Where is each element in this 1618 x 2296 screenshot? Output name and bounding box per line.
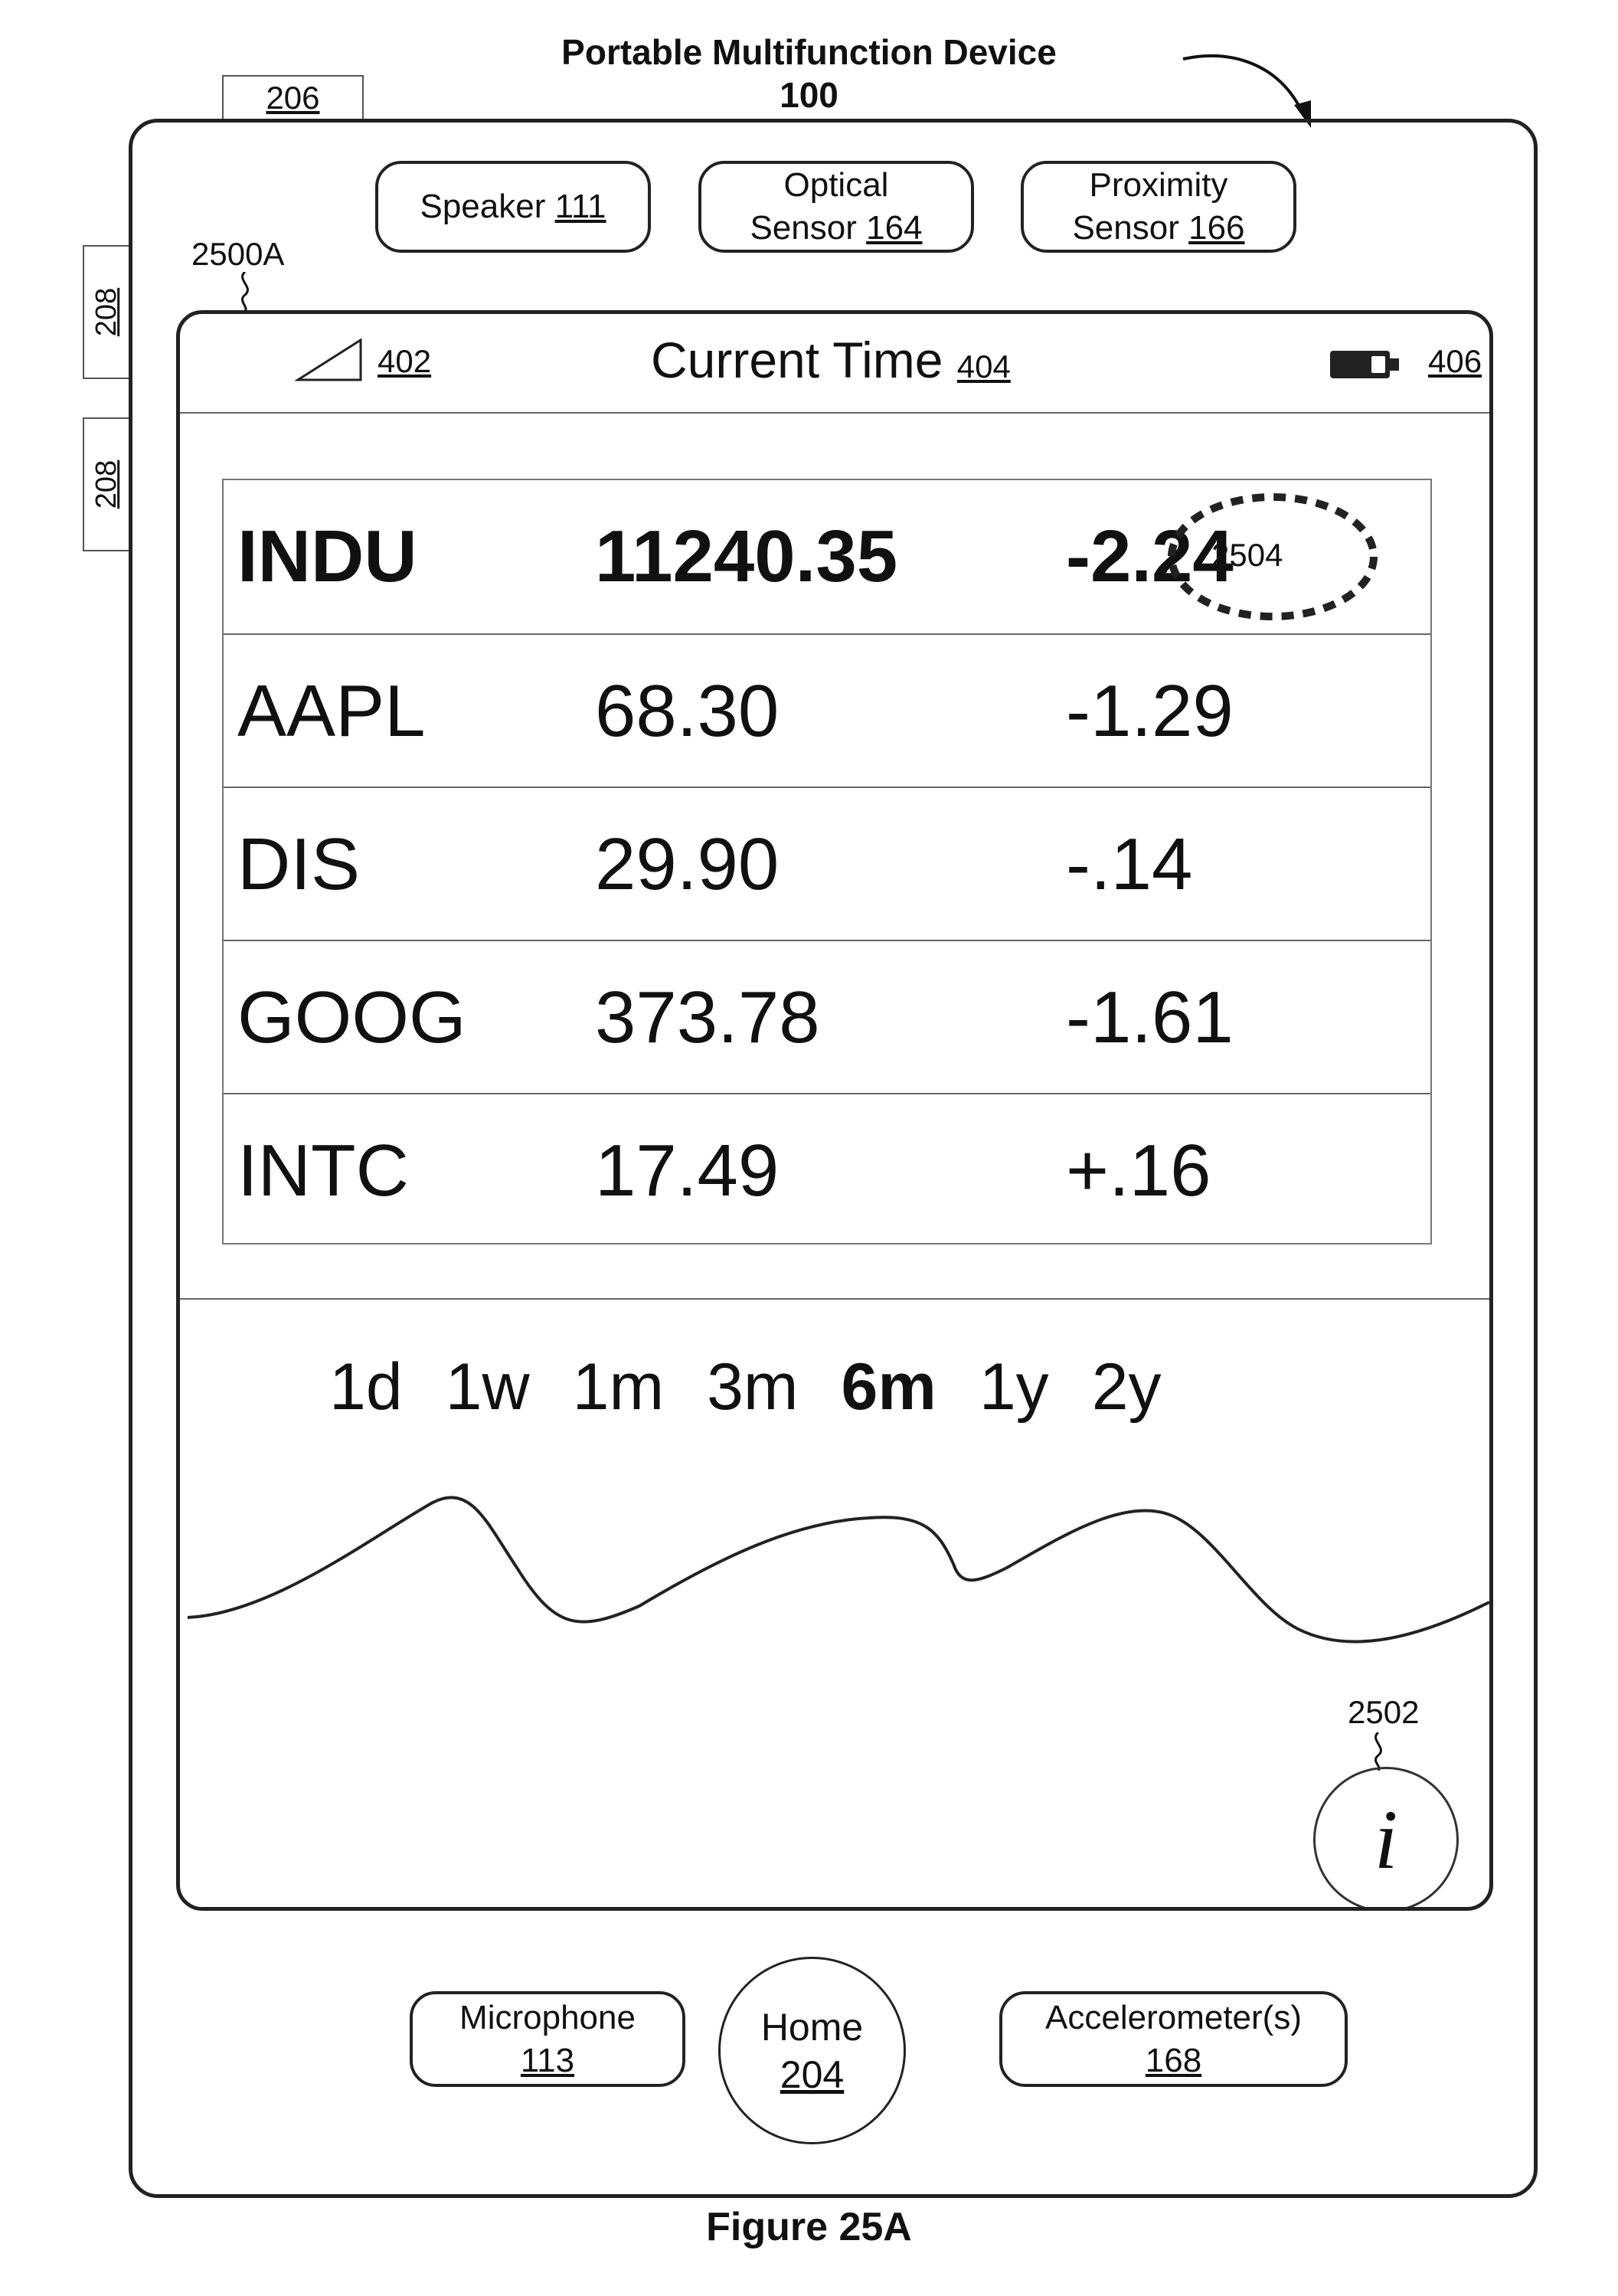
info-button[interactable]: i xyxy=(1313,1767,1459,1911)
signal-strength-icon xyxy=(295,337,364,383)
home-label: Home xyxy=(721,2003,904,2051)
accelerometer-pill: Accelerometer(s) 168 xyxy=(999,1991,1348,2087)
optical-sensor-ref: 164 xyxy=(866,209,922,247)
battery-ref: 406 xyxy=(1428,343,1482,380)
stock-price: 373.78 xyxy=(595,941,820,1094)
top-button-206: 206 xyxy=(222,75,364,121)
speaker-label-line: Speaker 111 xyxy=(378,185,648,228)
speaker-pill: Speaker 111 xyxy=(375,161,651,253)
range-1m[interactable]: 1m xyxy=(573,1350,664,1424)
figure-caption: Figure 25A xyxy=(0,2206,1618,2249)
stock-symbol: INDU xyxy=(237,480,417,633)
speaker-label: Speaker xyxy=(420,188,545,225)
current-time-ref: 404 xyxy=(957,348,1011,384)
screen-ref-label: 2500A xyxy=(191,236,284,273)
current-time: Current Time 404 xyxy=(651,331,1011,389)
chart-area: 1d 1w 1m 3m 6m 1y 2y 2502 i xyxy=(180,1298,1489,1911)
top-button-ref: 206 xyxy=(266,80,319,116)
microphone-pill: Microphone 113 xyxy=(410,1991,685,2087)
proximity-sensor-pill: Proximity Sensor 166 xyxy=(1021,161,1296,253)
status-bar: 402 Current Time 404 406 xyxy=(180,314,1489,414)
table-row[interactable]: AAPL 68.30 -1.29 xyxy=(224,633,1430,787)
battery-icon xyxy=(1329,346,1401,383)
side-button-ref: 208 xyxy=(91,288,124,336)
squiggle-icon xyxy=(234,272,257,312)
proximity-sensor-line2: Sensor 166 xyxy=(1024,207,1293,250)
optical-sensor-line2: Sensor 164 xyxy=(701,207,971,250)
info-icon: i xyxy=(1374,1791,1398,1889)
stock-symbol: DIS xyxy=(237,788,360,941)
proximity-sensor-label: Sensor xyxy=(1072,209,1178,247)
stock-price: 68.30 xyxy=(595,635,779,788)
range-1y[interactable]: 1y xyxy=(979,1350,1049,1424)
stock-price: 11240.35 xyxy=(595,480,897,633)
range-selector: 1d 1w 1m 3m 6m 1y 2y xyxy=(329,1349,1205,1425)
range-2y[interactable]: 2y xyxy=(1092,1350,1162,1424)
optical-sensor-line1: Optical xyxy=(701,164,971,207)
proximity-sensor-ref: 166 xyxy=(1188,209,1244,247)
side-button-208-upper: 208 xyxy=(83,245,130,379)
figure-title-text: Portable Multifunction Device xyxy=(0,31,1618,74)
side-button-ref: 208 xyxy=(91,460,124,509)
range-3m[interactable]: 3m xyxy=(707,1350,798,1424)
optical-sensor-pill: Optical Sensor 164 xyxy=(698,161,974,253)
stock-change[interactable]: -1.61 xyxy=(1066,941,1234,1094)
side-button-208-lower: 208 xyxy=(83,417,130,551)
range-6m[interactable]: 6m xyxy=(842,1350,936,1424)
stock-symbol: INTC xyxy=(237,1094,409,1248)
stock-symbol: GOOG xyxy=(237,941,466,1094)
accelerometer-ref: 168 xyxy=(1002,2039,1345,2082)
home-ref: 204 xyxy=(721,2051,904,2098)
stock-symbol: AAPL xyxy=(237,635,425,788)
range-1d[interactable]: 1d xyxy=(329,1350,403,1424)
touch-screen: 402 Current Time 404 406 INDU 11240.35 -… xyxy=(176,310,1493,1911)
contact-ref: 2504 xyxy=(1211,537,1283,574)
stock-change[interactable]: -1.29 xyxy=(1066,635,1234,788)
stock-price: 17.49 xyxy=(595,1094,779,1248)
speaker-ref: 111 xyxy=(555,188,606,225)
stock-price: 29.90 xyxy=(595,788,779,941)
stock-change[interactable]: +.16 xyxy=(1066,1094,1211,1248)
stock-change[interactable]: -.14 xyxy=(1066,788,1192,941)
home-button[interactable]: Home 204 xyxy=(718,1957,906,2144)
microphone-label: Microphone xyxy=(413,1997,682,2039)
signal-ref: 402 xyxy=(378,343,431,380)
info-button-ref: 2502 xyxy=(1348,1694,1419,1731)
squiggle-icon xyxy=(1367,1732,1390,1771)
table-row[interactable]: DIS 29.90 -.14 xyxy=(224,787,1430,940)
range-1w[interactable]: 1w xyxy=(446,1350,530,1424)
current-time-label: Current Time xyxy=(651,332,943,388)
price-chart-line xyxy=(180,1430,1493,1660)
proximity-sensor-line1: Proximity xyxy=(1024,164,1293,207)
table-row[interactable]: GOOG 373.78 -1.61 xyxy=(224,940,1430,1093)
optical-sensor-label: Sensor xyxy=(750,209,856,247)
stock-table: INDU 11240.35 -2.24 AAPL 68.30 -1.29 DIS… xyxy=(222,479,1432,1244)
accelerometer-label: Accelerometer(s) xyxy=(1002,1997,1345,2039)
table-row[interactable]: INTC 17.49 +.16 xyxy=(224,1093,1430,1246)
microphone-ref: 113 xyxy=(413,2039,682,2082)
